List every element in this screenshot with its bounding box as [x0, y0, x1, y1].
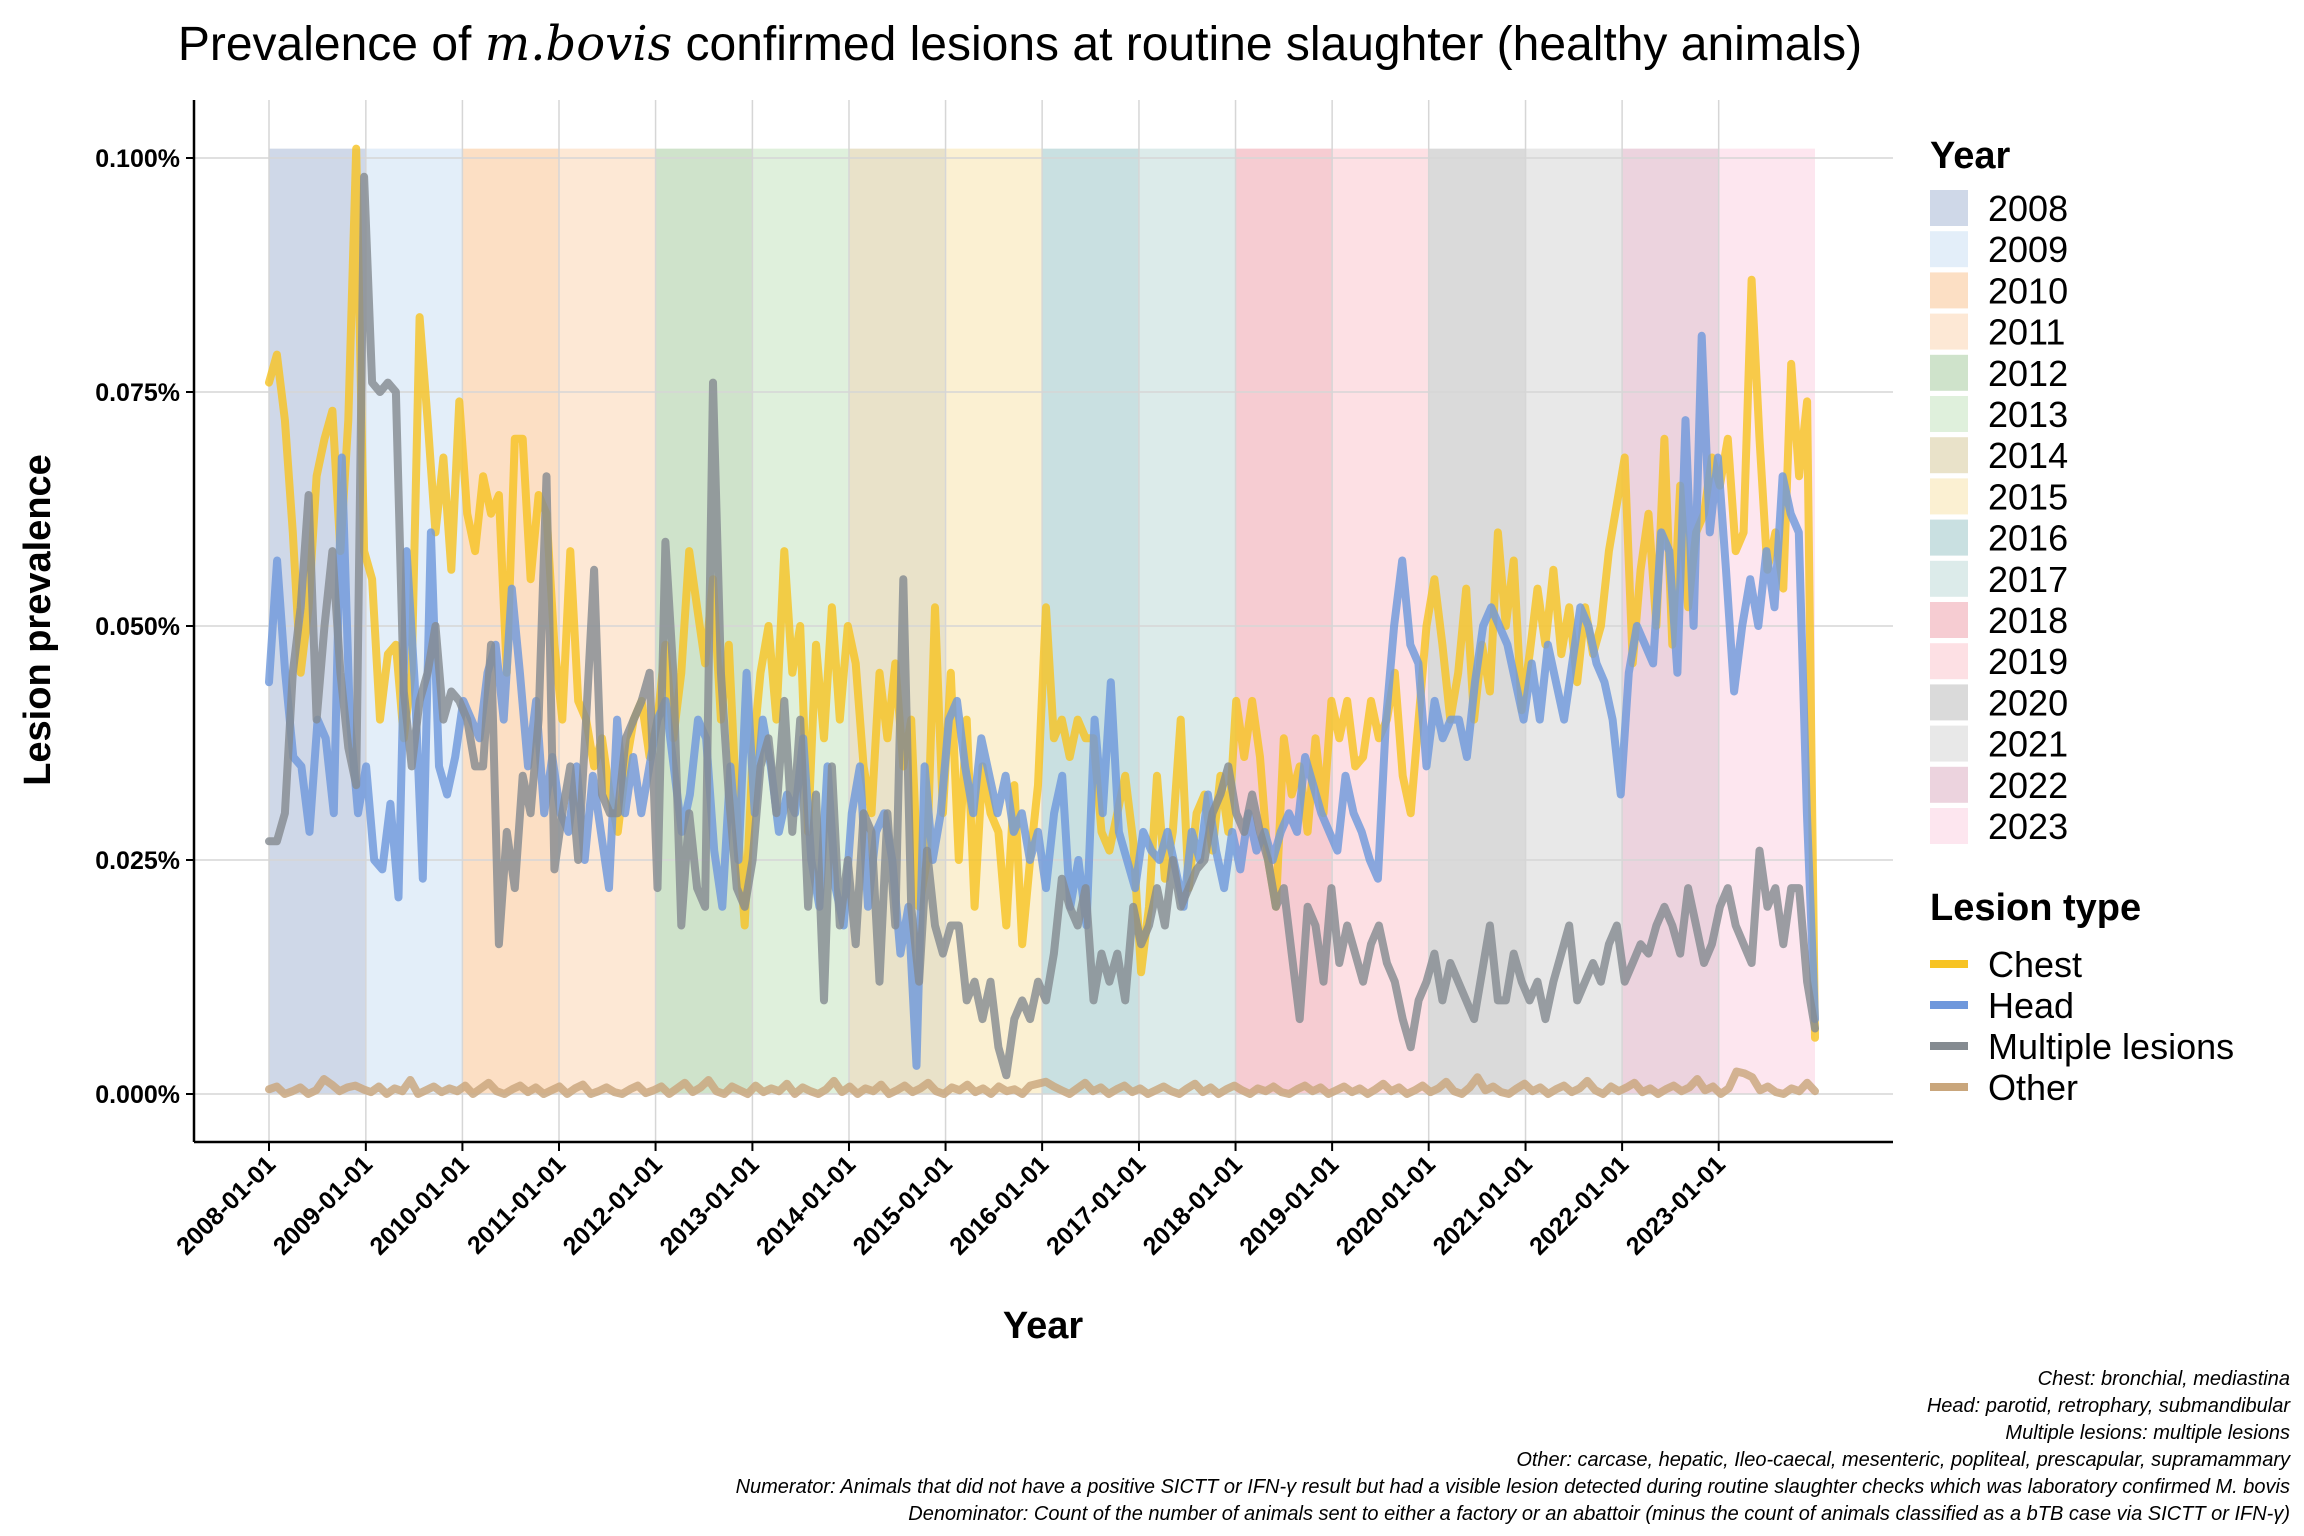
year-legend-swatch — [1930, 354, 1968, 391]
year-legend-swatch — [1930, 190, 1968, 226]
x-tick-label: 2023-01-01 — [1621, 1150, 1731, 1260]
year-legend-label: 2012 — [1988, 353, 2068, 394]
year-legend-swatch — [1930, 478, 1968, 515]
year-legend-label: 2010 — [1988, 270, 2068, 311]
lesion-legend-label: Head — [1988, 985, 2074, 1026]
y-tick-label: 0.075% — [95, 379, 180, 407]
x-tick-label: 2019-01-01 — [1234, 1150, 1344, 1260]
y-tick-label: 0.100% — [95, 145, 180, 173]
x-axis-title: Year — [1003, 1305, 1084, 1347]
x-tick-label: 2015-01-01 — [848, 1150, 958, 1260]
year-legend-swatch — [1930, 643, 1968, 680]
year-legend-label: 2008 — [1988, 188, 2068, 229]
y-tick-label: 0.050% — [95, 613, 180, 641]
year-legend-label: 2022 — [1988, 765, 2068, 806]
lesion-legend-label: Multiple lesions — [1988, 1026, 2234, 1067]
series-line-other — [265, 1067, 1819, 1098]
year-legend-label: 2013 — [1988, 394, 2068, 435]
year-legend-swatch — [1930, 231, 1968, 268]
chart-title-italic: m.bovis — [485, 16, 673, 72]
x-tick-label: 2016-01-01 — [944, 1150, 1054, 1260]
year-band-2017 — [1138, 148, 1236, 1094]
caption-line: Multiple lesions: multiple lesions — [2005, 1422, 2290, 1444]
lesion-legend-title: Lesion type — [1930, 887, 2141, 929]
year-legend-label: 2014 — [1988, 435, 2068, 476]
lesion-legend-label: Other — [1988, 1067, 2078, 1108]
year-legend-label: 2018 — [1988, 600, 2068, 641]
x-tick-label: 2017-01-01 — [1041, 1150, 1151, 1260]
year-legend-swatch — [1930, 602, 1968, 638]
x-tick-label: 2020-01-01 — [1331, 1150, 1441, 1260]
year-legend-label: 2016 — [1988, 518, 2068, 559]
year-legend-label: 2009 — [1988, 229, 2068, 270]
year-legend-label: 2019 — [1988, 641, 2068, 682]
chart-title: Prevalence of m.bovis confirmed lesions … — [178, 16, 1862, 72]
legend: Year 200820092010201120122013201420152016… — [1930, 135, 2234, 1108]
year-legend-swatch — [1930, 684, 1968, 721]
series-line-chest — [265, 144, 1819, 1042]
series-lines — [265, 144, 1819, 1098]
year-legend-label: 2015 — [1988, 476, 2068, 517]
year-legend-label: 2011 — [1988, 312, 2065, 353]
x-tick-label: 2021-01-01 — [1428, 1150, 1538, 1260]
year-legend-swatch — [1930, 437, 1968, 474]
caption-line: Other: carcase, hepatic, Ileo-caecal, me… — [1516, 1449, 2291, 1471]
x-tick-label: 2009-01-01 — [268, 1150, 378, 1260]
caption-line: Head: parotid, retrophary, submandibular — [1927, 1395, 2292, 1417]
year-legend-swatch — [1930, 313, 1968, 350]
x-tick-label: 2022-01-01 — [1524, 1150, 1634, 1260]
year-band-2019 — [1332, 148, 1429, 1094]
x-tick-label: 2008-01-01 — [171, 1150, 281, 1260]
caption-line: Numerator: Animals that did not have a p… — [736, 1476, 2290, 1498]
lesion-legend-label: Chest — [1988, 944, 2082, 985]
y-tick-label: 0.025% — [95, 847, 180, 875]
year-legend-swatch — [1930, 766, 1968, 803]
x-tick-label: 2018-01-01 — [1138, 1150, 1248, 1260]
year-legend-label: 2021 — [1988, 724, 2068, 765]
year-legend-swatch — [1930, 519, 1968, 556]
x-tick-label: 2013-01-01 — [654, 1150, 764, 1260]
y-axis-title: Lesion prevalence — [17, 454, 59, 786]
year-legend-title: Year — [1930, 135, 2011, 177]
year-legend-label: 2023 — [1988, 806, 2068, 847]
y-tick-label: 0.000% — [95, 1081, 180, 1109]
year-legend-label: 2020 — [1988, 682, 2068, 723]
x-tick-label: 2014-01-01 — [751, 1150, 861, 1260]
year-legend-swatch — [1930, 272, 1968, 309]
chart-title-prefix: Prevalence of — [178, 18, 485, 71]
x-tick-label: 2010-01-01 — [364, 1150, 474, 1260]
caption: Chest: bronchial, mediastina Head: paroti… — [736, 1368, 2292, 1525]
x-tick-label: 2012-01-01 — [558, 1150, 668, 1260]
caption-line: Denominator: Count of the number of anim… — [908, 1503, 2290, 1525]
chart-title-suffix: confirmed lesions at routine slaughter (… — [672, 18, 1862, 71]
series-line-multiple — [265, 172, 1819, 1080]
caption-line: Chest: bronchial, mediastina — [2038, 1368, 2290, 1390]
year-legend-swatch — [1930, 560, 1968, 597]
year-legend-swatch — [1930, 725, 1968, 762]
year-legend-label: 2017 — [1988, 559, 2068, 600]
series-line-head — [265, 331, 1819, 1070]
year-legend-swatch — [1930, 808, 1968, 844]
x-tick-label: 2011-01-01 — [462, 1150, 571, 1259]
year-legend-swatch — [1930, 396, 1968, 432]
